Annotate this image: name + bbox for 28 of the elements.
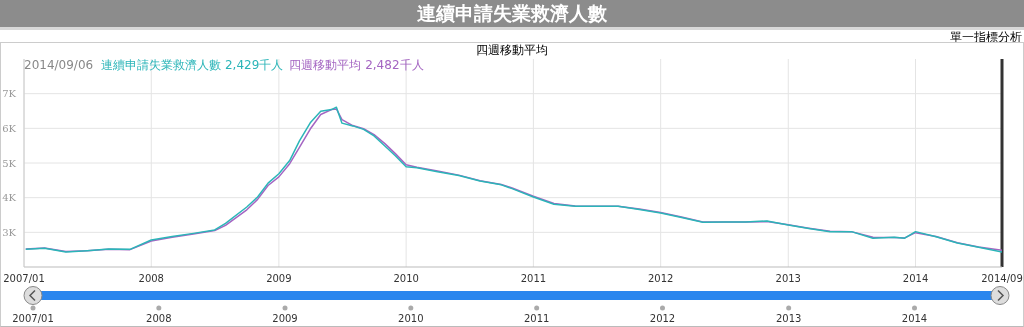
x-tick-label: 2013 bbox=[775, 273, 801, 285]
text: 單一指標分析 bbox=[950, 29, 1022, 46]
y-tick-label: 7K bbox=[2, 88, 17, 100]
chart-subtitle: 四週移動平均 bbox=[476, 43, 548, 57]
text: 連續申請失業救濟人數 2,429千人 bbox=[101, 58, 284, 72]
x-tick-label: 2014 bbox=[902, 273, 929, 285]
x-tick-label: 2009 bbox=[266, 273, 292, 285]
x-tick-label: 2007/01 bbox=[3, 273, 45, 285]
y-tick-label: 4K bbox=[2, 192, 17, 204]
text: 2012 bbox=[649, 313, 676, 324]
y-tick-label: 6K bbox=[2, 122, 17, 134]
text: 2014 bbox=[901, 313, 928, 324]
x-tick-label: 2010 bbox=[393, 273, 419, 285]
y-tick-label: 3K bbox=[2, 226, 17, 238]
y-tick-label: 5K bbox=[2, 157, 17, 169]
x-tick-label: 2012 bbox=[647, 273, 674, 285]
annotation: 2014/09/06 bbox=[24, 58, 94, 72]
text: 2008 bbox=[146, 313, 172, 324]
text: 2009 bbox=[272, 313, 298, 324]
x-tick-label: 2008 bbox=[138, 273, 164, 285]
text: 2011 bbox=[523, 313, 550, 324]
text: 2013 bbox=[775, 313, 802, 324]
x-tick-label: 2014/09 bbox=[981, 273, 1023, 285]
text: 四週移動平均 2,482千人 bbox=[289, 58, 424, 72]
x-tick-label: 2011 bbox=[520, 273, 547, 285]
text: 2007/01 bbox=[12, 313, 54, 324]
chart-title: 連續申請失業救濟人數 bbox=[0, 0, 1024, 27]
text: 2010 bbox=[398, 313, 424, 324]
